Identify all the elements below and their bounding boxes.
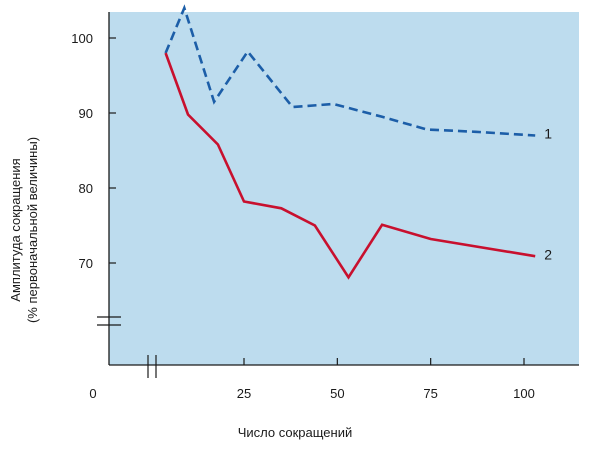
series-line-2: [164, 52, 536, 280]
axis-layer: [97, 12, 579, 378]
x-tick-label-75: 75: [423, 386, 437, 401]
label-layer: 70 80 90 100 0 25 50 75 100 1 2: [71, 31, 552, 401]
series-label-1: 1: [544, 126, 552, 142]
x-tick-label-25: 25: [237, 386, 251, 401]
y-tick-label-80: 80: [79, 181, 93, 196]
x-tick-label-100: 100: [513, 386, 535, 401]
series-line-1: [164, 4, 536, 137]
y-tick-label-70: 70: [79, 256, 93, 271]
y-tick-label-100: 100: [71, 31, 93, 46]
y-axis-title: Амплитуда сокращения: [8, 158, 23, 301]
x-tick-label-50: 50: [330, 386, 344, 401]
x-tick-label-0: 0: [89, 386, 96, 401]
x-axis-title: Число сокращений: [238, 425, 353, 440]
y-axis-subtitle: (% первоначальной величины): [25, 137, 40, 323]
plot-background: [109, 12, 579, 365]
series-label-2: 2: [544, 246, 552, 262]
y-tick-label-90: 90: [79, 106, 93, 121]
series-layer: [164, 4, 536, 280]
